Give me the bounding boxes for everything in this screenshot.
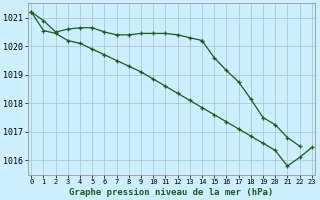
X-axis label: Graphe pression niveau de la mer (hPa): Graphe pression niveau de la mer (hPa) bbox=[69, 188, 274, 197]
